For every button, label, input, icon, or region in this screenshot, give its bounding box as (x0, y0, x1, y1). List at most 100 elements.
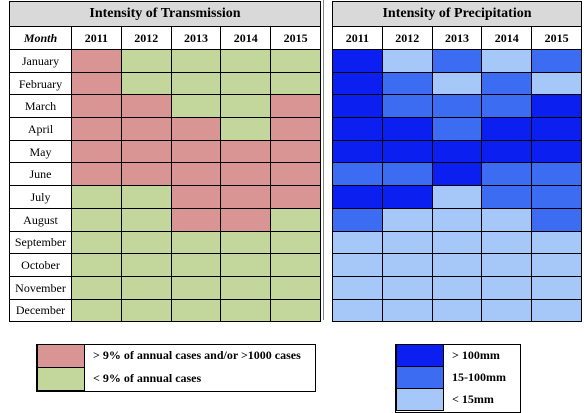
precipitation-cell (381, 94, 433, 119)
legend-item: > 100mm (396, 343, 500, 367)
year-header-2011: 2011 (332, 26, 383, 50)
month-label: September (9, 230, 72, 255)
transmission-body: January February March April May June July Augu… (9, 49, 321, 323)
transmission-row: April (9, 117, 321, 141)
legend-label: < 9% of annual cases (93, 371, 202, 385)
precipitation-cell (431, 253, 483, 277)
month-label: December (9, 298, 72, 323)
transmission-cell (270, 253, 321, 277)
transmission-row: October (9, 253, 321, 277)
precipitation-cell (431, 230, 483, 255)
legend-swatch-mid (396, 365, 444, 389)
precipitation-cell (431, 275, 483, 300)
transmission-row: July (9, 185, 321, 209)
month-label: January (9, 49, 72, 73)
transmission-cell (220, 71, 272, 96)
precipitation-legend: > 100mm 15-100mm < 15mm (395, 343, 521, 413)
precipitation-cell (431, 207, 483, 232)
precipitation-cell (332, 139, 383, 164)
precipitation-cell (481, 230, 533, 255)
precipitation-cell (332, 275, 383, 300)
month-label: March (9, 94, 72, 119)
precipitation-cell (381, 162, 433, 187)
transmission-cell (270, 71, 321, 96)
transmission-cell (120, 162, 172, 187)
transmission-cell (270, 298, 321, 323)
transmission-cell (270, 275, 321, 300)
transmission-cell (170, 185, 222, 209)
transmission-cell (71, 298, 122, 323)
transmission-cell (170, 162, 222, 187)
year-header-2013: 2013 (431, 26, 483, 50)
precipitation-cell (431, 94, 483, 119)
transmission-cell (270, 139, 321, 164)
precipitation-cell (381, 230, 433, 255)
transmission-row: May (9, 139, 321, 164)
month-label: November (9, 275, 72, 300)
transmission-cell (170, 117, 222, 141)
precipitation-cell (531, 94, 582, 119)
month-label: August (9, 207, 72, 232)
transmission-cell (170, 298, 222, 323)
precipitation-cell (332, 298, 383, 323)
legend-swatch-low (37, 366, 85, 391)
transmission-cell (220, 230, 272, 255)
precipitation-cell (531, 139, 582, 164)
precipitation-cell (381, 298, 433, 323)
transmission-row: November (9, 275, 321, 300)
precipitation-cell (481, 207, 533, 232)
precipitation-cell (381, 207, 433, 232)
transmission-cell (71, 162, 122, 187)
transmission-cell (71, 49, 122, 73)
transmission-cell (120, 71, 172, 96)
transmission-cell (270, 49, 321, 73)
precipitation-cell (481, 253, 533, 277)
precipitation-title: Intensity of Precipitation (332, 1, 582, 27)
precipitation-cell (531, 230, 582, 255)
transmission-cell (71, 139, 122, 164)
transmission-title: Intensity of Transmission (9, 1, 321, 27)
transmission-legend: > 9% of annual cases and/or >1000 cases <… (36, 343, 316, 392)
precipitation-cell (481, 185, 533, 209)
year-header-2012: 2012 (120, 26, 172, 50)
transmission-cell (120, 275, 172, 300)
precipitation-cell (381, 275, 433, 300)
legend-swatch-high (396, 343, 444, 367)
transmission-cell (71, 185, 122, 209)
transmission-cell (71, 253, 122, 277)
transmission-cell (220, 94, 272, 119)
transmission-cell (170, 275, 222, 300)
transmission-cell (120, 207, 172, 232)
precipitation-cell (381, 71, 433, 96)
year-header-2011: 2011 (71, 26, 122, 50)
month-label: October (9, 253, 72, 277)
precipitation-cell (531, 185, 582, 209)
precipitation-cell (531, 253, 582, 277)
transmission-cell (270, 162, 321, 187)
panel-divider (323, 0, 331, 320)
legend-label: 15-100mm (452, 369, 506, 384)
precipitation-row (332, 185, 582, 209)
year-header-2014: 2014 (220, 26, 272, 50)
precipitation-cell (531, 207, 582, 232)
precipitation-cell (481, 139, 533, 164)
legend-swatch-high (37, 343, 85, 368)
month-label: February (9, 71, 72, 96)
year-header-2012: 2012 (381, 26, 433, 50)
precipitation-cell (431, 139, 483, 164)
precipitation-cell (431, 71, 483, 96)
precipitation-body (332, 49, 582, 323)
precipitation-row (332, 49, 582, 73)
transmission-cell (220, 185, 272, 209)
transmission-cell (120, 139, 172, 164)
precipitation-cell (531, 49, 582, 73)
transmission-cell (220, 253, 272, 277)
precipitation-table: Intensity of Precipitation 2011 2012 2013 2… (332, 1, 582, 323)
precipitation-row (332, 162, 582, 187)
transmission-cell (71, 117, 122, 141)
transmission-cell (270, 94, 321, 119)
precipitation-cell (332, 71, 383, 96)
month-label: May (9, 139, 72, 164)
legend-swatch-low (396, 387, 444, 411)
precipitation-cell (531, 162, 582, 187)
